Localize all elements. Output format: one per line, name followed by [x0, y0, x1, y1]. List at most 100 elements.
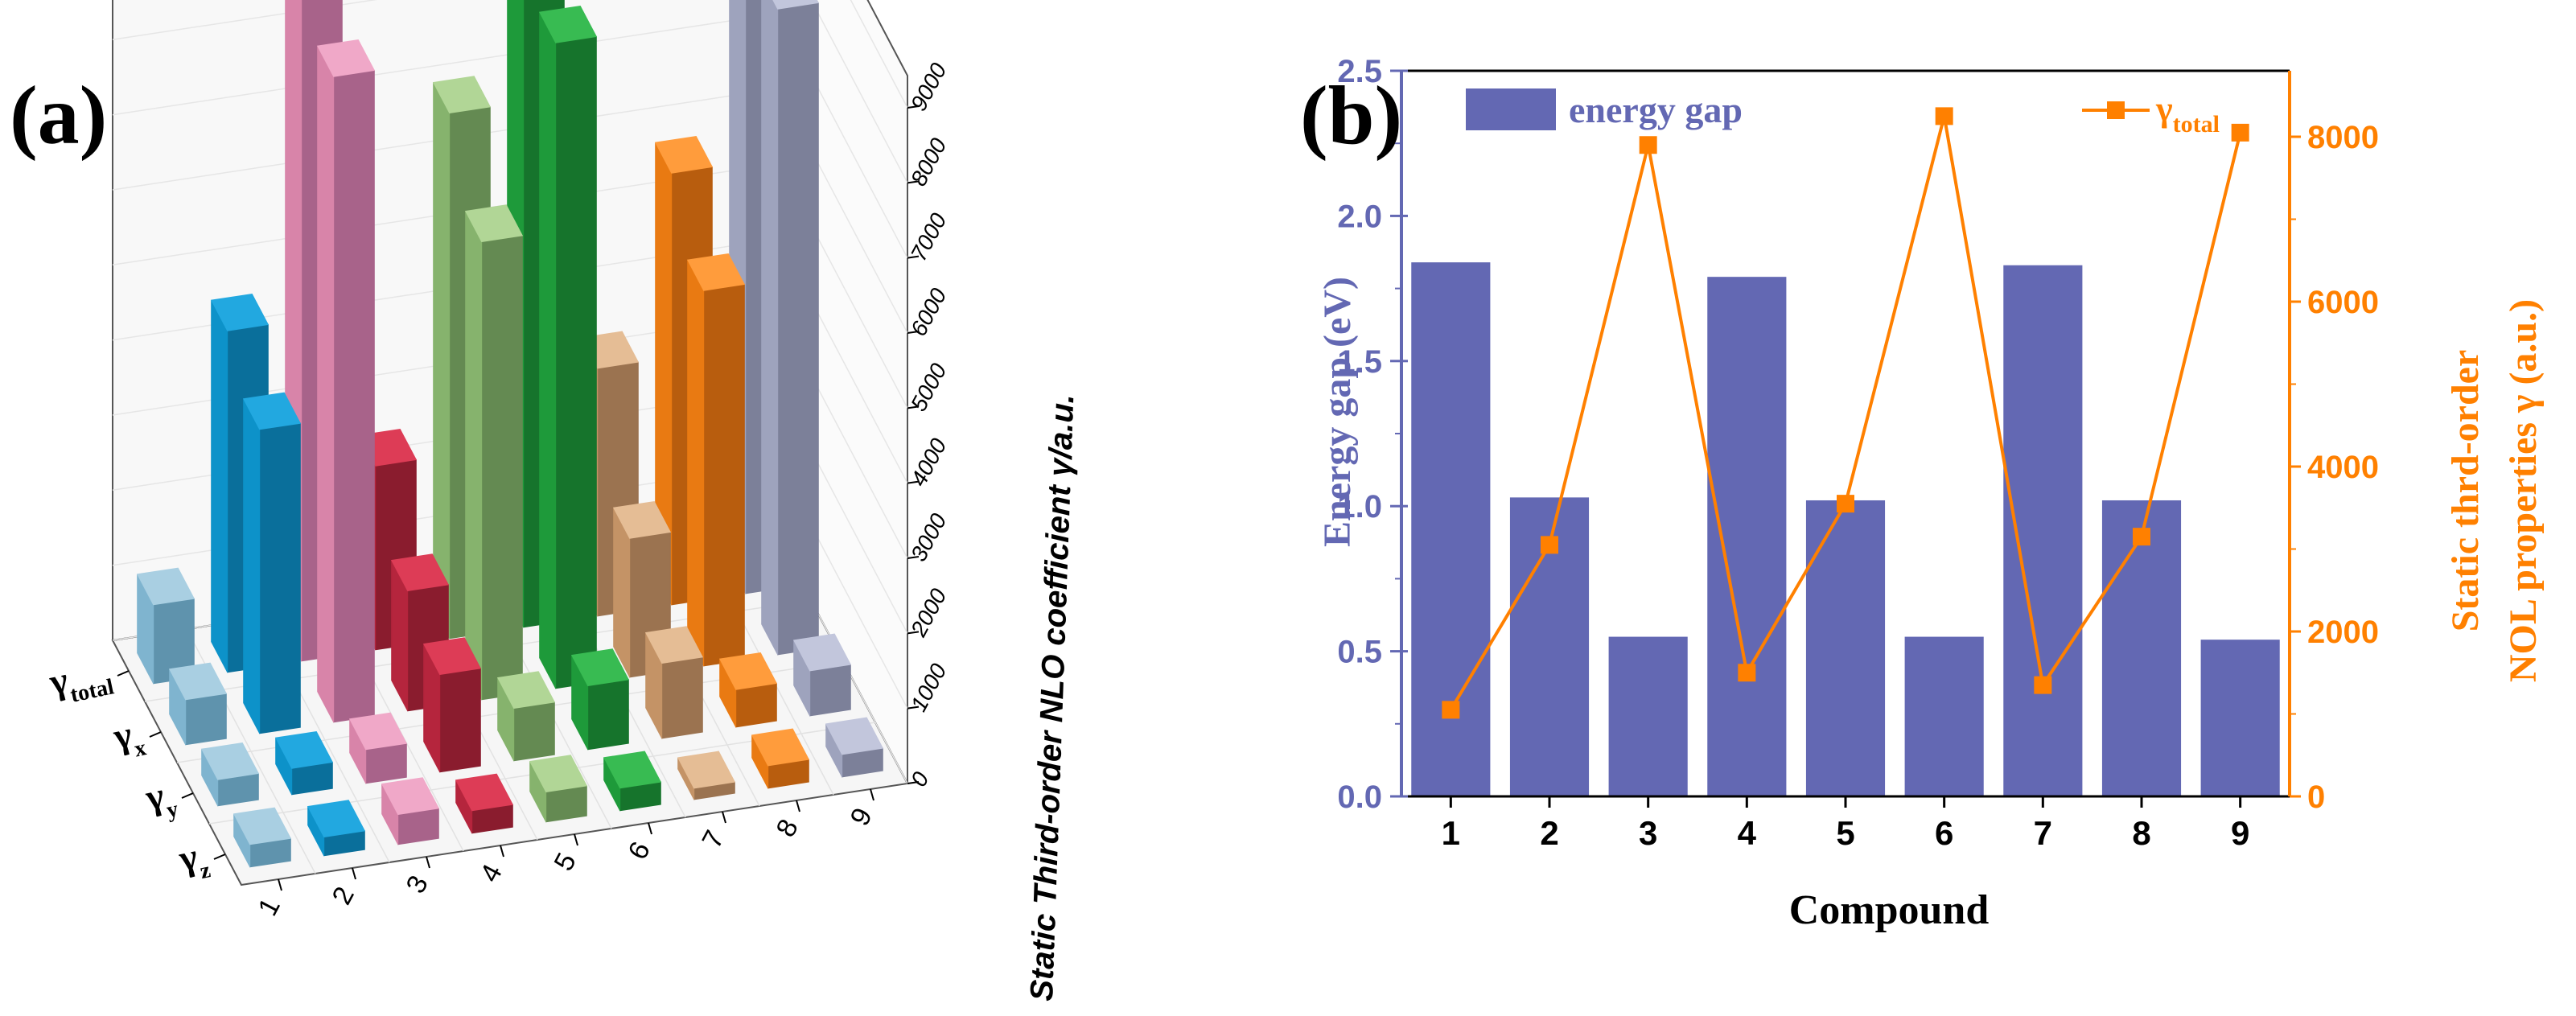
chart-b-line-series	[1442, 107, 2249, 719]
x-tick-label-7: 7	[2034, 814, 2052, 852]
x-tick	[500, 845, 504, 858]
z-tick	[907, 556, 920, 559]
bar3d-γx-5	[464, 204, 524, 701]
bar-face-front	[259, 422, 301, 734]
bar-face-top	[348, 712, 408, 751]
row-tick	[117, 670, 130, 677]
chart-b-ylabel-right-line2: NOL properties γ (a.u.)	[2502, 299, 2545, 682]
chart-b-xlabel: Compound	[1789, 887, 1990, 933]
bar-face-front	[439, 668, 481, 773]
x-tick-label-1: 1	[1442, 814, 1460, 852]
bar3d-γz-4	[455, 773, 514, 834]
marker-gamma-total-8	[2133, 528, 2150, 546]
bar-energy-gap-8	[2101, 500, 2182, 796]
z-tick	[907, 480, 920, 484]
z-tick	[907, 781, 920, 784]
marker-gamma-total-9	[2231, 123, 2249, 142]
x-tick	[352, 867, 356, 880]
bar-face-front	[555, 35, 597, 689]
bar-face-top	[316, 39, 376, 77]
chart-a-zlabel: Static Third-order NLO coefficient γ/a.u…	[1024, 393, 1080, 1002]
bar-face-top	[751, 728, 810, 767]
row-tick	[181, 792, 194, 799]
marker-gamma-total-6	[1935, 107, 1953, 125]
bar-face-top	[200, 742, 260, 780]
x-tick-label-5: 5	[549, 848, 582, 876]
z-tick	[907, 405, 920, 409]
chart-b-axes: 0.0 0.5 1.0 1.5 2.0 2.5 0 2000 4000 6000 8000 1 2 3 4 5…	[1337, 54, 2379, 852]
bar-face-top	[825, 717, 884, 755]
panel-b: (b) 0.0 0.5 1.0 1.5 2.0 2.5 0 2000 4000 6000 8000 1…	[1287, 0, 2576, 1016]
bar-face-top	[654, 135, 714, 174]
bar-face-top	[772, 0, 820, 10]
bar-face-top	[381, 777, 440, 816]
z-tick	[907, 255, 920, 259]
bar-face-front	[481, 235, 523, 701]
bar-face-side	[539, 11, 557, 689]
bar-face-side	[317, 45, 335, 723]
bar-face-side	[211, 299, 228, 673]
bar-face-front	[587, 679, 629, 751]
bar3d-γz-1	[232, 807, 292, 868]
bar3d-γz-8	[751, 728, 810, 789]
bar-face-front	[185, 693, 227, 746]
bar3d-γy-4	[422, 637, 482, 773]
y-left-tick-label: 0.5	[1337, 635, 1382, 670]
x-tick-label-4: 4	[475, 859, 508, 887]
x-tick	[278, 878, 282, 891]
x-tick-label-3: 3	[1639, 814, 1657, 852]
bar-face-top	[612, 500, 672, 539]
x-tick-label-9: 9	[2231, 814, 2249, 852]
bar-face-top	[422, 637, 482, 676]
marker-gamma-total-1	[1442, 701, 1460, 719]
x-tick	[870, 788, 874, 801]
bar3d-γy-6	[570, 648, 630, 751]
bar3d-γx-3	[316, 39, 376, 723]
bar-face-front	[513, 701, 555, 762]
bar-face-top	[390, 553, 450, 592]
x-tick-label-2: 2	[327, 882, 360, 910]
row-label-γz: γz	[175, 833, 212, 888]
row-tick	[213, 854, 226, 860]
marker-gamma-total-2	[1541, 536, 1558, 554]
marker-gamma-total-4	[1738, 664, 1756, 682]
bar-face-top	[538, 5, 598, 43]
row-tick	[149, 731, 162, 738]
panel-b-label: (b)	[1300, 69, 1402, 162]
chart-b-ylabel-right-line1: Static thrd-order	[2444, 350, 2487, 632]
bar-face-top	[455, 773, 514, 812]
bar-face-side	[243, 398, 261, 734]
bar3d-γz-2	[307, 800, 366, 857]
x-tick-label-2: 2	[1540, 814, 1558, 852]
z-tick-label: 0	[906, 767, 934, 791]
x-tick-label-6: 6	[1935, 814, 1953, 852]
bar-face-top	[496, 671, 556, 710]
bar3d-γy-9	[792, 633, 852, 717]
bar-face-side	[761, 0, 779, 656]
y-right-tick-label: 4000	[2307, 450, 2379, 485]
x-tick-label-6: 6	[623, 837, 656, 865]
bar-face-top	[570, 648, 630, 687]
bar-face-front	[777, 2, 819, 656]
y-right-tick-label: 2000	[2307, 615, 2379, 650]
legend-bar-label: energy gap	[1569, 89, 1743, 130]
bar-face-front	[333, 69, 375, 723]
bar-face-side	[433, 82, 451, 640]
bar-face-top	[274, 730, 334, 769]
bar-energy-gap-9	[2200, 640, 2280, 796]
x-tick-label-1: 1	[253, 893, 286, 921]
bar-face-top	[792, 633, 852, 672]
bar-energy-gap-3	[1608, 636, 1688, 796]
y-right-tick-label: 6000	[2307, 285, 2379, 320]
x-tick	[574, 833, 578, 846]
x-tick	[648, 822, 652, 835]
bar-face-top	[718, 652, 778, 690]
bar3d-γx-6	[538, 5, 598, 689]
row-label-γtotal: γtotal	[45, 650, 116, 712]
z-tick-label: 6000	[906, 284, 952, 340]
bar-face-front	[365, 742, 407, 784]
chart-a-bars	[136, 0, 884, 868]
z-tick	[907, 631, 920, 635]
bar-face-front	[809, 664, 851, 717]
chart-a-3d-bar: 0 1000 2000 3000 4000 5000 6000 7000 8000 9000 1 2 3…	[10, 0, 1080, 1002]
